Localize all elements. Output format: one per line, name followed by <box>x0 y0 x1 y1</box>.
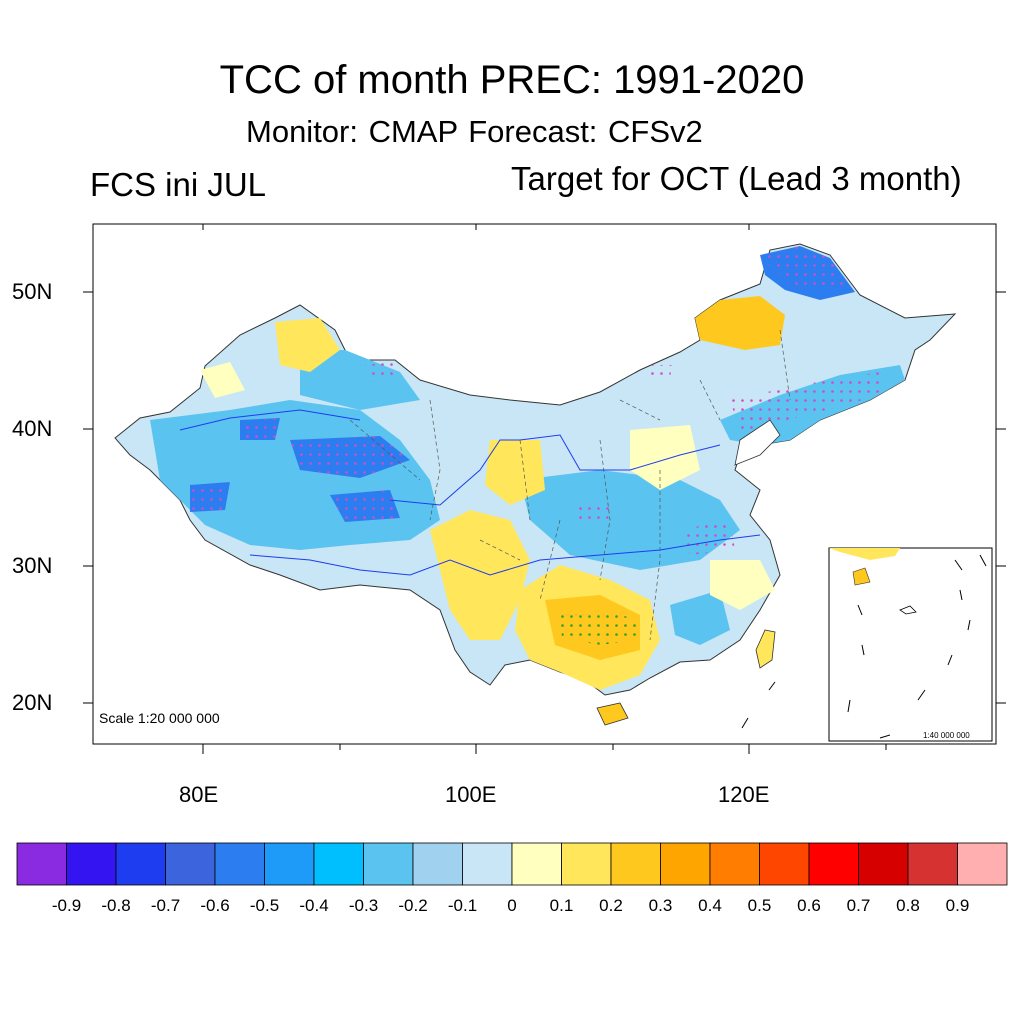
colorbar-label: 0 <box>507 896 517 915</box>
scale-label: Scale 1:20 000 000 <box>99 710 220 726</box>
blue-region-central <box>520 470 740 570</box>
colorbar-label: 0.1 <box>549 896 574 915</box>
colorbar-label: 0.5 <box>747 896 772 915</box>
lat-label: 30N <box>12 553 53 578</box>
colorbar-swatch <box>115 842 166 886</box>
colorbar <box>16 842 1008 886</box>
yellow-region-sw <box>430 510 530 640</box>
tarim-river <box>179 409 361 431</box>
colorbar-label: -0.3 <box>348 896 379 915</box>
lon-label: 80E <box>179 782 219 807</box>
colorbar-label: -0.2 <box>398 896 428 915</box>
lat-label: 50N <box>12 279 53 304</box>
inset-scale-label: 1:40 000 000 <box>923 731 970 740</box>
significance-stipple-blue <box>190 246 880 555</box>
yellow-region-north <box>485 440 545 505</box>
colorbar-label: 0.4 <box>698 896 722 915</box>
colorbar-swatch <box>412 842 463 886</box>
forecast-init-label: FCS ini JUL <box>90 166 267 203</box>
hainan-island <box>596 702 629 726</box>
south-china-sea-inset <box>828 547 993 742</box>
colorbar-label: -0.7 <box>150 896 181 915</box>
colorbar-label: -0.6 <box>200 896 230 915</box>
colorbar-swatch <box>16 842 67 886</box>
yangtze-river <box>249 534 761 576</box>
map-frame <box>92 223 997 745</box>
lon-label: 100E <box>445 782 497 807</box>
colorbar-swatch <box>561 842 612 886</box>
colorbar-label: 0.2 <box>599 896 623 915</box>
map-subtitle: Monitor: CMAP Forecast: CFSv2 <box>246 114 703 149</box>
colorbar-swatch <box>165 842 216 886</box>
colorbar-label: -0.1 <box>447 896 478 915</box>
colorbar-swatch <box>709 842 760 886</box>
significance-stipple-green <box>560 610 640 645</box>
colorbar-label: 0.6 <box>797 896 821 915</box>
lat-label: 20N <box>12 690 53 715</box>
colorbar-label: 0.3 <box>648 896 673 915</box>
colorbar-swatch <box>264 842 315 886</box>
coastal-islands <box>741 681 776 729</box>
yellow-region-northeast <box>695 296 785 350</box>
colorbar-swatch <box>214 842 265 886</box>
colorbar-label: -0.4 <box>299 896 329 915</box>
colorbar-swatch <box>462 842 513 886</box>
colorbar-swatch <box>858 842 909 886</box>
colorbar-swatch <box>610 842 661 886</box>
axis-ticks <box>83 224 1006 754</box>
yellow-river <box>389 434 721 506</box>
colorbar-swatch <box>363 842 414 886</box>
yellow-region-nw <box>275 318 340 372</box>
blue-region-north <box>300 350 420 410</box>
china-map <box>114 243 957 726</box>
colorbar-label: 0.8 <box>896 896 920 915</box>
lon-label: 120E <box>718 782 770 807</box>
colorbar-label: 0.7 <box>846 896 871 915</box>
colorbar-label: -0.5 <box>249 896 280 915</box>
lat-label: 40N <box>12 416 53 441</box>
colorbar-label: -0.9 <box>51 896 82 915</box>
province-borders <box>349 329 791 641</box>
colorbar-swatch <box>759 842 810 886</box>
colorbar-swatch <box>313 842 364 886</box>
taiwan-island <box>755 629 776 669</box>
colorbar-swatch <box>660 842 711 886</box>
blue-region-se <box>670 590 730 645</box>
colorbar-swatch <box>808 842 859 886</box>
colorbar-label: 0.9 <box>945 896 970 915</box>
colorbar-swatch <box>957 842 1008 886</box>
colorbar-swatch <box>511 842 562 886</box>
colorbar-label: -0.8 <box>101 896 131 915</box>
bohai-sea <box>734 419 781 466</box>
colorbar-swatch <box>66 842 117 886</box>
colorbar-swatch <box>907 842 958 886</box>
target-label: Target for OCT (Lead 3 month) <box>511 160 962 197</box>
map-title: TCC of month PREC: 1991-2020 <box>219 58 805 102</box>
